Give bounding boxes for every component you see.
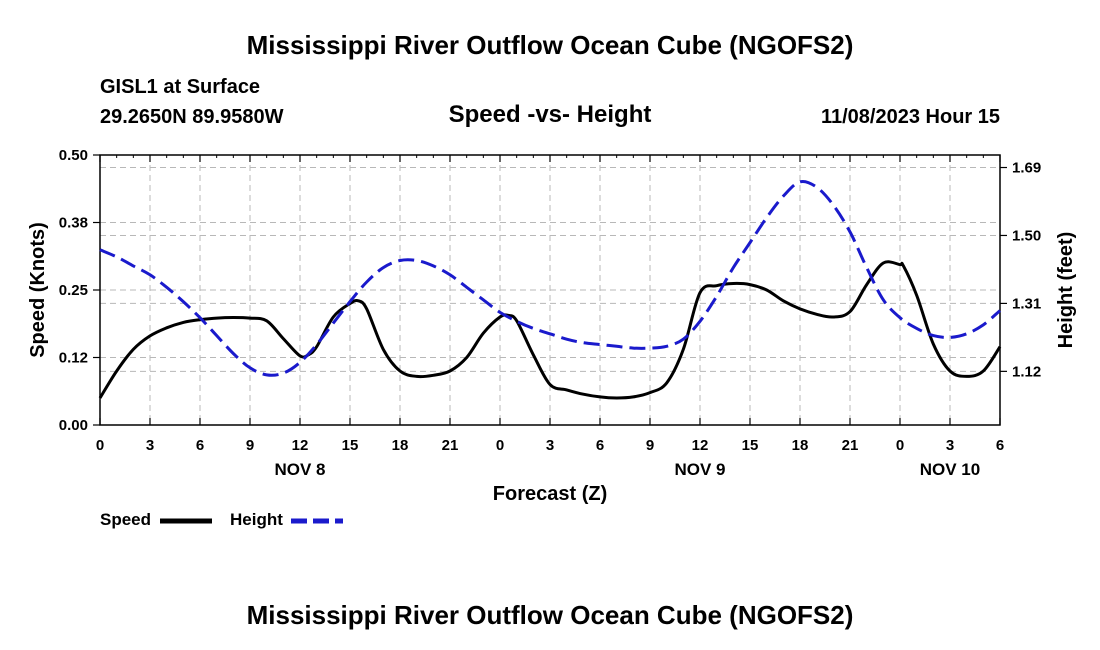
day-label: NOV 8 [274, 460, 325, 479]
y-axis-left-label: Speed (Knots) [27, 222, 49, 358]
chart-title: Speed -vs- Height [448, 101, 652, 128]
series-line-speed [98, 260, 1002, 400]
x-tick-label: 6 [596, 437, 604, 454]
x-axis-label: Forecast (Z) [493, 483, 607, 505]
x-tick-label: 21 [842, 437, 859, 454]
x-tick-label: 18 [792, 437, 809, 454]
x-tick-label: 3 [546, 437, 554, 454]
legend-label-speed: Speed [100, 510, 151, 529]
y-axis-right-label: Height (feet) [1055, 232, 1077, 349]
legend: Speed Height [100, 510, 343, 529]
x-tick-label: 0 [496, 437, 504, 454]
x-tick-label: 12 [292, 437, 309, 454]
station-label: GISL1 at Surface [100, 76, 261, 98]
x-tick-label: 18 [392, 437, 409, 454]
series [98, 179, 1002, 400]
y-right-tick-label: 1.12 [1012, 363, 1041, 380]
y-left-tick-label: 0.38 [59, 215, 88, 232]
x-tick-label: 0 [96, 437, 104, 454]
page-title-bottom: Mississippi River Outflow Ocean Cube (NG… [246, 600, 854, 630]
x-tick-label: 6 [196, 437, 204, 454]
coordinates-label: 29.2650N 89.9580W [100, 106, 284, 128]
y-left-tick-label: 0.25 [59, 282, 88, 299]
series-line-height [99, 179, 1001, 377]
y-right-tick-label: 1.50 [1012, 227, 1041, 244]
page-title: Mississippi River Outflow Ocean Cube (NG… [246, 30, 854, 60]
x-tick-label: 9 [646, 437, 654, 454]
axes [93, 154, 1007, 426]
x-tick-label: 3 [946, 437, 954, 454]
x-tick-label: 15 [342, 437, 359, 454]
x-tick-label: 3 [146, 437, 154, 454]
y-left-tick-label: 0.00 [59, 417, 88, 434]
x-tick-label: 0 [896, 437, 904, 454]
y-left-tick-label: 0.50 [59, 147, 88, 164]
x-tick-label: 15 [742, 437, 759, 454]
y-right-tick-label: 1.69 [1012, 160, 1041, 177]
x-tick-label: 9 [246, 437, 254, 454]
x-tick-label: 21 [442, 437, 459, 454]
y-right-tick-label: 1.31 [1012, 295, 1041, 312]
x-tick-label: 12 [692, 437, 709, 454]
day-label: NOV 10 [920, 460, 980, 479]
date-label: 11/08/2023 Hour 15 [820, 106, 1000, 128]
x-tick-label: 6 [996, 437, 1004, 454]
day-label: NOV 9 [674, 460, 725, 479]
grid [100, 155, 1000, 425]
legend-label-height: Height [230, 510, 283, 529]
tick-labels: 0 3 6 9 12 15 18 21 0 3 6 9 12 15 18 21 0 3 6 NOV 8 NOV 9 NOV… [59, 147, 1041, 479]
y-left-tick-label: 0.12 [59, 350, 88, 367]
